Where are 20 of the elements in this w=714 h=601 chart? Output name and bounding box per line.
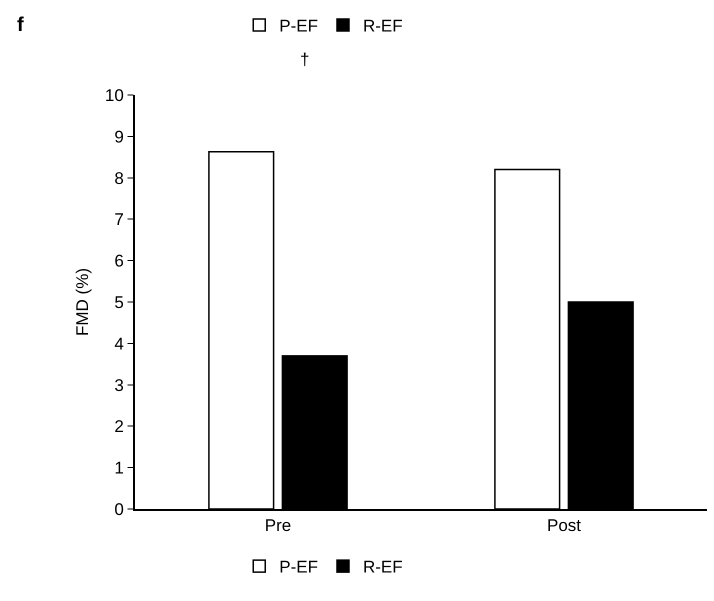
text: f (17, 14, 24, 36)
legend-label: P-EF (279, 558, 318, 577)
y-tick-label: 6 (114, 252, 124, 271)
y-tick-label: 5 (114, 292, 124, 312)
y-tick-label: 2 (114, 417, 124, 436)
y-tick-label: 3 (114, 376, 124, 395)
text: P-EF (279, 16, 318, 36)
y-tick-label: 10 (104, 86, 124, 105)
y-tick-label: 0 (114, 500, 124, 519)
x-tick-label: Pre (264, 516, 292, 536)
y-tick-label: 1 (114, 458, 124, 478)
x-tick-label: Post (546, 516, 582, 536)
text: † (300, 50, 310, 69)
text: R-EF (362, 16, 403, 36)
y-tick-label: 4 (114, 334, 124, 354)
y-tick-label: 8 (114, 168, 124, 188)
y-tick-label: 9 (114, 127, 124, 146)
y-axis-title: FMD (%) (72, 268, 92, 336)
legend-label: R-EF (362, 558, 403, 577)
y-tick-label: 7 (114, 210, 124, 230)
